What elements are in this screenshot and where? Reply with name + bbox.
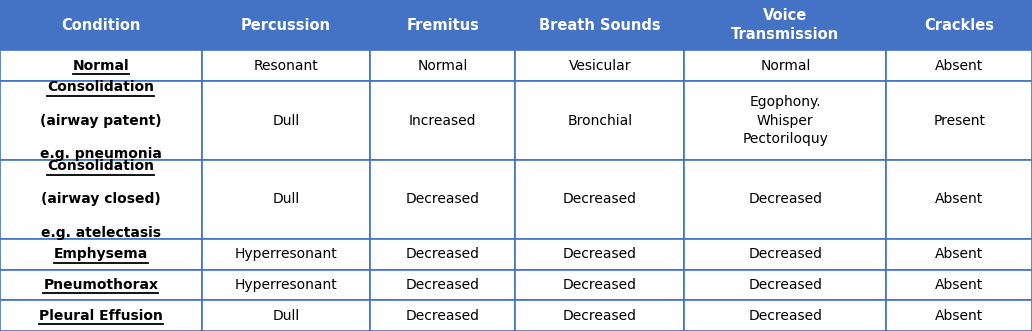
- Text: Resonant: Resonant: [254, 59, 318, 73]
- Bar: [515, 239, 684, 270]
- Text: Pneumothorax: Pneumothorax: [43, 278, 159, 292]
- Text: Decreased: Decreased: [562, 193, 637, 207]
- Text: Dull: Dull: [272, 114, 299, 127]
- Bar: [684, 160, 886, 239]
- Text: Absent: Absent: [935, 247, 983, 261]
- Text: Absent: Absent: [935, 59, 983, 73]
- Text: Dull: Dull: [272, 308, 299, 323]
- Bar: [886, 160, 1032, 239]
- Bar: [202, 270, 369, 300]
- Bar: [202, 160, 369, 239]
- Text: Fremitus: Fremitus: [407, 18, 479, 33]
- Text: Absent: Absent: [935, 308, 983, 323]
- Text: Decreased: Decreased: [406, 247, 480, 261]
- Text: Increased: Increased: [409, 114, 477, 127]
- Text: Absent: Absent: [935, 193, 983, 207]
- Bar: [886, 0, 1032, 50]
- Bar: [369, 270, 515, 300]
- Bar: [515, 81, 684, 160]
- Text: Consolidation: Consolidation: [47, 159, 155, 173]
- Bar: [369, 0, 515, 50]
- Bar: [684, 81, 886, 160]
- Text: Hyperresonant: Hyperresonant: [234, 247, 337, 261]
- Bar: [886, 270, 1032, 300]
- Bar: [369, 300, 515, 331]
- Text: Normal: Normal: [761, 59, 810, 73]
- Text: Decreased: Decreased: [748, 193, 823, 207]
- Text: Decreased: Decreased: [406, 278, 480, 292]
- Text: Emphysema: Emphysema: [54, 247, 149, 261]
- Bar: [515, 300, 684, 331]
- Text: Pleural Effusion: Pleural Effusion: [39, 308, 163, 323]
- Text: Hyperresonant: Hyperresonant: [234, 278, 337, 292]
- Bar: [0, 81, 202, 160]
- Bar: [886, 50, 1032, 81]
- Bar: [684, 0, 886, 50]
- Bar: [515, 160, 684, 239]
- Bar: [202, 0, 369, 50]
- Bar: [886, 239, 1032, 270]
- Bar: [886, 81, 1032, 160]
- Text: Egophony.
Whisper
Pectoriloquy: Egophony. Whisper Pectoriloquy: [742, 95, 829, 146]
- Text: Decreased: Decreased: [748, 308, 823, 323]
- Text: Decreased: Decreased: [406, 308, 480, 323]
- Bar: [684, 50, 886, 81]
- Bar: [515, 50, 684, 81]
- Text: Decreased: Decreased: [562, 278, 637, 292]
- Text: e.g. pneumonia: e.g. pneumonia: [40, 147, 162, 161]
- Text: Decreased: Decreased: [406, 193, 480, 207]
- Text: Condition: Condition: [61, 18, 140, 33]
- Text: Normal: Normal: [72, 59, 129, 73]
- Bar: [684, 270, 886, 300]
- Text: Bronchial: Bronchial: [568, 114, 633, 127]
- Bar: [0, 0, 202, 50]
- Text: Vesicular: Vesicular: [569, 59, 632, 73]
- Bar: [369, 50, 515, 81]
- Text: Absent: Absent: [935, 278, 983, 292]
- Bar: [684, 239, 886, 270]
- Text: Breath Sounds: Breath Sounds: [539, 18, 660, 33]
- Bar: [0, 50, 202, 81]
- Bar: [515, 0, 684, 50]
- Bar: [369, 239, 515, 270]
- Text: Decreased: Decreased: [562, 308, 637, 323]
- Text: (airway patent): (airway patent): [40, 114, 162, 127]
- Text: Dull: Dull: [272, 193, 299, 207]
- Text: e.g. atelectasis: e.g. atelectasis: [41, 226, 161, 240]
- Bar: [369, 160, 515, 239]
- Bar: [202, 239, 369, 270]
- Text: Voice
Transmission: Voice Transmission: [732, 8, 839, 42]
- Bar: [0, 239, 202, 270]
- Text: Decreased: Decreased: [748, 247, 823, 261]
- Text: Percussion: Percussion: [240, 18, 331, 33]
- Bar: [202, 50, 369, 81]
- Bar: [684, 300, 886, 331]
- Text: Normal: Normal: [417, 59, 467, 73]
- Bar: [515, 270, 684, 300]
- Bar: [0, 160, 202, 239]
- Bar: [202, 81, 369, 160]
- Bar: [202, 300, 369, 331]
- Text: Crackles: Crackles: [924, 18, 994, 33]
- Bar: [0, 300, 202, 331]
- Text: (airway closed): (airway closed): [41, 193, 161, 207]
- Bar: [369, 81, 515, 160]
- Text: Decreased: Decreased: [748, 278, 823, 292]
- Bar: [886, 300, 1032, 331]
- Text: Consolidation: Consolidation: [47, 80, 155, 94]
- Text: Decreased: Decreased: [562, 247, 637, 261]
- Bar: [0, 270, 202, 300]
- Text: Present: Present: [933, 114, 986, 127]
